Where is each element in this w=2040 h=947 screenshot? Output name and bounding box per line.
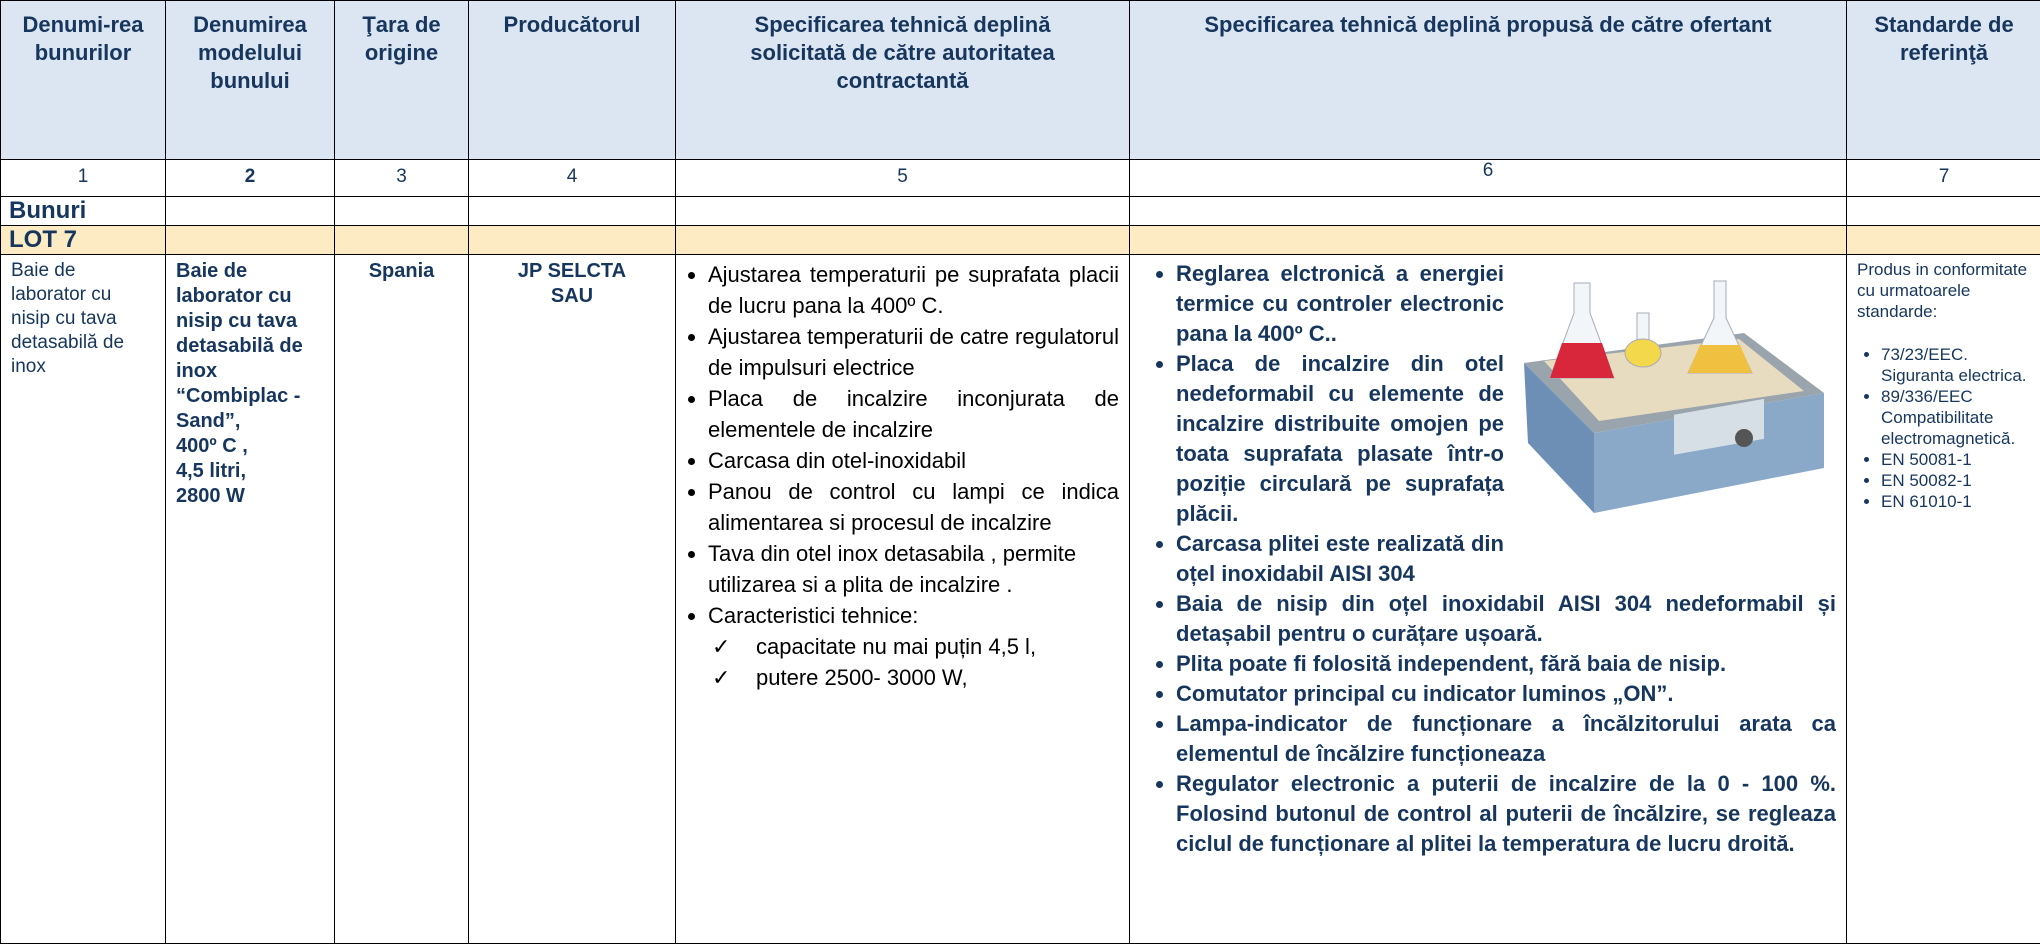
cell (1846, 196, 2040, 226)
header-cell: Denumirea modelului bunului (165, 0, 335, 160)
cell: Spania (334, 254, 469, 944)
model: Baie de laborator cu nisip cu tava detas… (176, 259, 324, 939)
section-label: Bunuri (0, 196, 166, 226)
number-row: 1 2 3 4 5 6 7 (0, 159, 2040, 197)
section-row: Bunuri (0, 196, 2040, 226)
cell: Ajustarea temperaturii pe suprafata plac… (675, 254, 1130, 944)
model-line: “Combiplac -Sand”, (176, 385, 301, 432)
standard-item: 89/336/EEC Compatibilitate electromagnet… (1881, 386, 2031, 449)
requested-item: Placa de incalzire inconjurata de elemen… (708, 383, 1119, 445)
proposed-item: Placa de incalzire din otel nedeformabil… (1176, 349, 1836, 529)
country: Spania (368, 260, 435, 282)
number-cell: 3 (334, 159, 469, 197)
cell: JP SELCTA SAU (468, 254, 676, 944)
cell: Reglarea elctronică a energiei termice c… (1129, 254, 1847, 944)
cell (165, 225, 335, 255)
proposed-item: Carcasa plitei este realizată din oțel i… (1176, 529, 1836, 589)
cell (165, 196, 335, 226)
photo-flask (1636, 312, 1650, 342)
proposed-spec: Reglarea elctronică a energiei termice c… (1140, 259, 1836, 939)
requested-subitem: putere 2500- 3000 W, (712, 662, 1119, 693)
header-row: Denumi-rea bunurilor Denumirea modelului… (0, 0, 2040, 160)
number-cell: 4 (468, 159, 676, 197)
proposed-item: Reglarea elctronică a energiei termice c… (1176, 259, 1836, 349)
requested-item: Panou de control cu lampi ce indica alim… (708, 476, 1119, 538)
cell (675, 196, 1130, 226)
requested-item: Caracteristici tehnice: (708, 600, 1119, 631)
cell (1129, 225, 1847, 255)
photo-front (1594, 393, 1824, 513)
goods-name: Baie de laborator cu nisip cu tava detas… (11, 260, 125, 377)
cell: Baie de laborator cu nisip cu tava detas… (165, 254, 335, 944)
model-line: Baie de laborator cu nisip cu tava detas… (176, 260, 303, 382)
proposed-item: Lampa-indicator de funcționare a încălzi… (1176, 709, 1836, 769)
number-cell: 2 (165, 159, 335, 197)
header-cell: Producătorul (468, 0, 676, 160)
standards: Produs in conformitate cu urmatoarele st… (1857, 259, 2031, 939)
photo-knob (1735, 429, 1753, 447)
requested-item: Tava din otel inox detasabila , permite … (708, 538, 1119, 600)
standards-intro: Produs in conformitate cu urmatoarele st… (1857, 260, 2028, 321)
photo-liquid (1624, 338, 1662, 368)
number-cell: 6 (1129, 159, 1847, 197)
requested-item: Ajustarea temperaturii pe suprafata plac… (708, 259, 1119, 321)
product-photo (1524, 280, 1824, 513)
proposed-item: Baia de nisip din oțel inoxidabil AISI 3… (1176, 589, 1836, 649)
requested-sublist: capacitate nu mai puțin 4,5 l, putere 25… (686, 631, 1119, 693)
photo-liquid (1550, 343, 1614, 378)
standards-list: 73/23/EEC. Siguranta electrica. 89/336/E… (1857, 344, 2031, 512)
requested-subitem: capacitate nu mai puțin 4,5 l, (712, 631, 1119, 662)
lot-row: LOT 7 (0, 225, 2040, 255)
cell (334, 196, 469, 226)
model-line: 400º C , (176, 435, 248, 457)
standard-item: EN 50081-1 (1881, 449, 2031, 470)
number-cell: 5 (675, 159, 1130, 197)
data-row: Baie de laborator cu nisip cu tava detas… (0, 254, 2040, 944)
proposed-item: Regulator electronic a puterii de incalz… (1176, 769, 1836, 859)
cell: Produs in conformitate cu urmatoarele st… (1846, 254, 2040, 944)
number-cell: 1 (0, 159, 166, 197)
cell (468, 196, 676, 226)
standard-item: EN 61010-1 (1881, 491, 2031, 512)
requested-spec: Ajustarea temperaturii pe suprafata plac… (686, 259, 1119, 939)
requested-list: Ajustarea temperaturii pe suprafata plac… (686, 259, 1119, 631)
header-cell: Standarde de referinţă (1846, 0, 2040, 160)
requested-item: Ajustarea temperaturii de catre regulato… (708, 321, 1119, 383)
number-cell: 7 (1846, 159, 2040, 197)
standard-item: 73/23/EEC. Siguranta electrica. (1881, 344, 2031, 386)
model-line: 4,5 litri, (176, 460, 247, 482)
cell (334, 225, 469, 255)
photo-liquid (1688, 345, 1752, 373)
lot-label: LOT 7 (0, 225, 166, 255)
cell: Baie de laborator cu nisip cu tava detas… (0, 254, 166, 944)
producer: JP SELCTA SAU (517, 260, 627, 307)
header-cell: Specificarea tehnică deplină solicitată … (675, 0, 1130, 160)
proposed-item: Comutator principal cu indicator luminos… (1176, 679, 1836, 709)
header-cell: Specificarea tehnică deplină propusă de … (1129, 0, 1847, 160)
cell (468, 225, 676, 255)
requested-item: Carcasa din otel-inoxidabil (708, 445, 1119, 476)
header-cell: Denumi-rea bunurilor (0, 0, 166, 160)
cell (1846, 225, 2040, 255)
standard-item: EN 50082-1 (1881, 470, 2031, 491)
proposed-item: Plita poate fi folosită independent, făr… (1176, 649, 1836, 679)
cell (675, 225, 1130, 255)
header-cell: Ţara de origine (334, 0, 469, 160)
photo-side (1524, 363, 1594, 513)
proposed-list: Reglarea elctronică a energiei termice c… (1140, 259, 1836, 859)
cell (1129, 196, 1847, 226)
model-line: 2800 W (176, 485, 245, 507)
